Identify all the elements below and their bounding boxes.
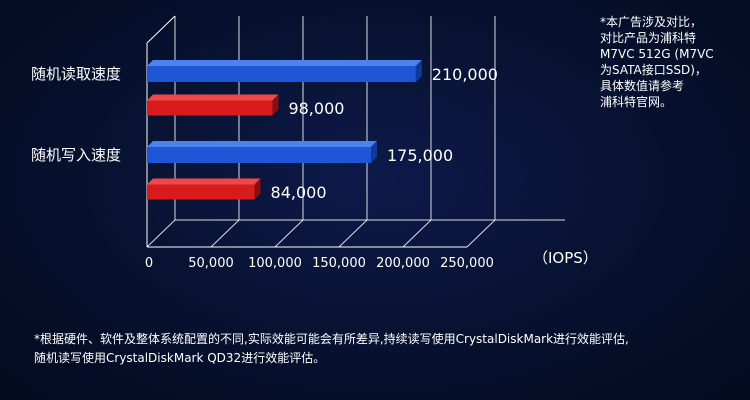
x-tick-label: 100,000 bbox=[248, 256, 302, 271]
data-label: 84,000 bbox=[271, 183, 327, 202]
comparison-note: *本广告涉及对比， 对比产品为浦科特 M7VC 512G (M7VC 为SATA… bbox=[600, 14, 745, 110]
comparison-note-line: 为SATA接口SSD)， bbox=[600, 63, 707, 77]
bar bbox=[147, 66, 416, 82]
grid-line bbox=[466, 219, 496, 248]
x-tick-label: 150,000 bbox=[312, 256, 366, 271]
bar-side bbox=[272, 94, 279, 116]
comparison-note-line: *本广告涉及对比， bbox=[600, 15, 703, 29]
data-label: 175,000 bbox=[387, 146, 453, 165]
bar-side bbox=[371, 141, 377, 163]
grid-line bbox=[210, 219, 240, 248]
grid-line bbox=[338, 219, 368, 248]
bar bbox=[147, 184, 255, 200]
bar-top bbox=[147, 141, 377, 147]
bar-top bbox=[147, 178, 261, 185]
comparison-note-line: 浦科特官网。 bbox=[600, 95, 673, 109]
x-tick-label: 50,000 bbox=[188, 256, 234, 271]
grid-line bbox=[402, 219, 432, 248]
comparison-note-line: 对比产品为浦科特 bbox=[600, 31, 697, 45]
grid-line bbox=[274, 219, 304, 248]
category-label: 随机读取速度 bbox=[31, 65, 121, 83]
x-tick-label: 0 bbox=[145, 256, 153, 271]
footnote-line: *根据硬件、软件及整体系统配置的不同,实际效能可能会有所差异,持续读写使用Cry… bbox=[34, 332, 629, 346]
category-label: 随机写入速度 bbox=[31, 146, 121, 164]
grid-line bbox=[146, 15, 176, 44]
footnote: *根据硬件、软件及整体系统配置的不同,实际效能可能会有所差异,持续读写使用Cry… bbox=[34, 330, 744, 368]
footnote-line: 随机读写使用CrystalDiskMark QD32进行效能评估。 bbox=[34, 351, 326, 365]
x-tick-label: 200,000 bbox=[376, 256, 430, 271]
grid-line bbox=[146, 219, 176, 248]
x-tick-label: 250,000 bbox=[440, 256, 494, 271]
x-axis-unit-label: （IOPS） bbox=[533, 249, 598, 267]
data-label: 98,000 bbox=[288, 99, 344, 118]
data-label: 210,000 bbox=[432, 65, 498, 84]
comparison-note-line: 具体数值请参考 bbox=[600, 79, 685, 93]
bar bbox=[147, 100, 273, 116]
bar-top bbox=[147, 60, 422, 66]
bar-side bbox=[415, 60, 422, 82]
bar-top bbox=[147, 94, 279, 101]
bar-side bbox=[254, 178, 261, 200]
comparison-note-line: M7VC 512G (M7VC bbox=[600, 47, 714, 61]
bar bbox=[147, 147, 371, 163]
